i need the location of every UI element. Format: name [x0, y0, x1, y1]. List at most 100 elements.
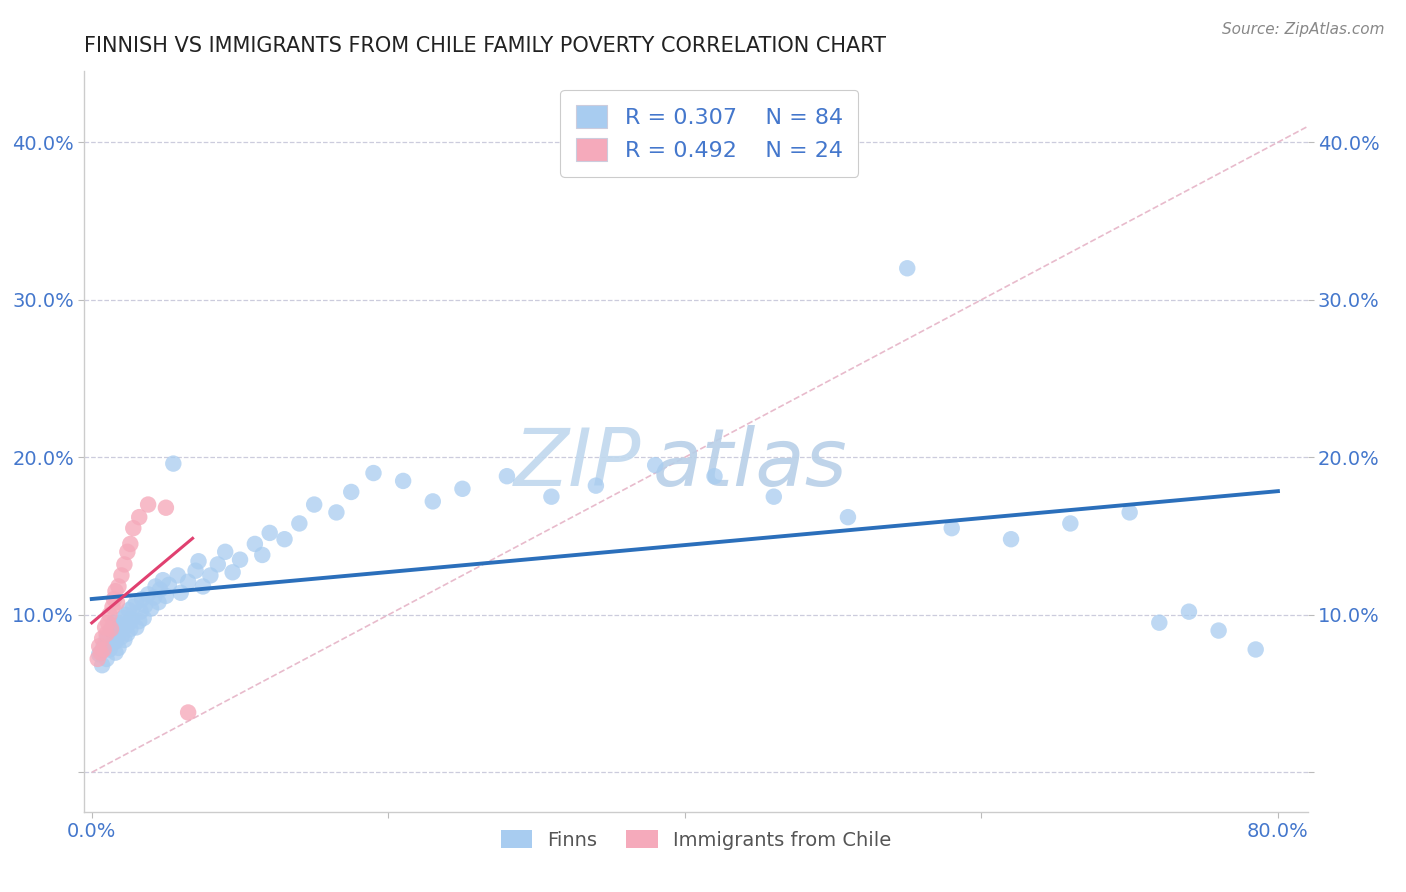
Point: [131, 592, 153, 607]
Point: [157, 578, 180, 592]
Point: [117, 545, 139, 559]
Point: [148, 595, 170, 609]
Point: [125, 595, 148, 609]
Point: [118, 603, 141, 617]
Point: [101, 599, 124, 614]
Point: [191, 579, 214, 593]
Point: [155, 589, 177, 603]
Point: [177, 706, 200, 720]
Point: [1149, 615, 1171, 630]
Point: [100, 622, 122, 636]
Point: [105, 622, 128, 636]
Point: [89, 647, 111, 661]
Point: [96, 652, 118, 666]
Point: [93, 642, 115, 657]
Point: [108, 619, 131, 633]
Point: [703, 469, 725, 483]
Point: [107, 628, 129, 642]
Point: [105, 595, 128, 609]
Point: [103, 615, 125, 630]
Point: [155, 500, 177, 515]
Point: [94, 620, 117, 634]
Text: FINNISH VS IMMIGRANTS FROM CHILE FAMILY POVERTY CORRELATION CHART: FINNISH VS IMMIGRANTS FROM CHILE FAMILY …: [84, 36, 886, 56]
Point: [125, 620, 148, 634]
Point: [107, 640, 129, 655]
Point: [207, 558, 229, 572]
Point: [1059, 516, 1081, 531]
Point: [252, 548, 274, 562]
Text: atlas: atlas: [654, 425, 848, 503]
Point: [1000, 532, 1022, 546]
Point: [392, 474, 415, 488]
Point: [96, 632, 118, 646]
Point: [89, 640, 111, 654]
Point: [120, 622, 142, 636]
Text: ZIP: ZIP: [513, 425, 641, 503]
Point: [104, 646, 127, 660]
Point: [170, 586, 193, 600]
Point: [243, 537, 266, 551]
Point: [229, 552, 252, 566]
Legend: Finns, Immigrants from Chile: Finns, Immigrants from Chile: [494, 822, 898, 857]
Point: [122, 599, 145, 614]
Point: [273, 532, 295, 546]
Point: [184, 564, 207, 578]
Point: [110, 617, 132, 632]
Point: [136, 587, 159, 601]
Point: [302, 498, 325, 512]
Point: [86, 652, 108, 666]
Point: [221, 566, 243, 580]
Point: [1178, 605, 1201, 619]
Point: [91, 658, 114, 673]
Point: [107, 579, 129, 593]
Point: [96, 626, 118, 640]
Point: [128, 614, 150, 628]
Point: [101, 636, 124, 650]
Point: [1118, 505, 1140, 519]
Point: [112, 620, 135, 634]
Point: [98, 642, 121, 657]
Point: [259, 525, 281, 540]
Point: [90, 646, 112, 660]
Point: [104, 634, 127, 648]
Point: [145, 579, 167, 593]
Text: Source: ZipAtlas.com: Source: ZipAtlas.com: [1222, 22, 1385, 37]
Point: [187, 554, 209, 568]
Point: [496, 469, 519, 483]
Point: [214, 545, 236, 559]
Point: [340, 485, 363, 500]
Point: [166, 568, 188, 582]
Point: [177, 574, 200, 589]
Point: [104, 584, 127, 599]
Point: [112, 558, 135, 572]
Point: [100, 624, 122, 638]
Point: [98, 607, 121, 622]
Point: [110, 630, 132, 644]
Point: [129, 605, 152, 619]
Point: [132, 611, 155, 625]
Point: [136, 498, 159, 512]
Point: [143, 591, 166, 605]
Point: [117, 626, 139, 640]
Point: [585, 478, 607, 492]
Point: [103, 592, 125, 607]
Point: [451, 482, 474, 496]
Point: [422, 494, 444, 508]
Point: [644, 458, 666, 472]
Point: [91, 632, 114, 646]
Point: [139, 601, 162, 615]
Point: [162, 457, 184, 471]
Point: [1208, 624, 1230, 638]
Point: [97, 615, 120, 630]
Point: [110, 568, 132, 582]
Point: [1244, 642, 1267, 657]
Point: [122, 521, 145, 535]
Point: [200, 568, 222, 582]
Point: [120, 537, 142, 551]
Point: [325, 505, 347, 519]
Point: [121, 613, 143, 627]
Point: [363, 466, 385, 480]
Point: [115, 607, 138, 622]
Point: [152, 573, 174, 587]
Point: [288, 516, 311, 531]
